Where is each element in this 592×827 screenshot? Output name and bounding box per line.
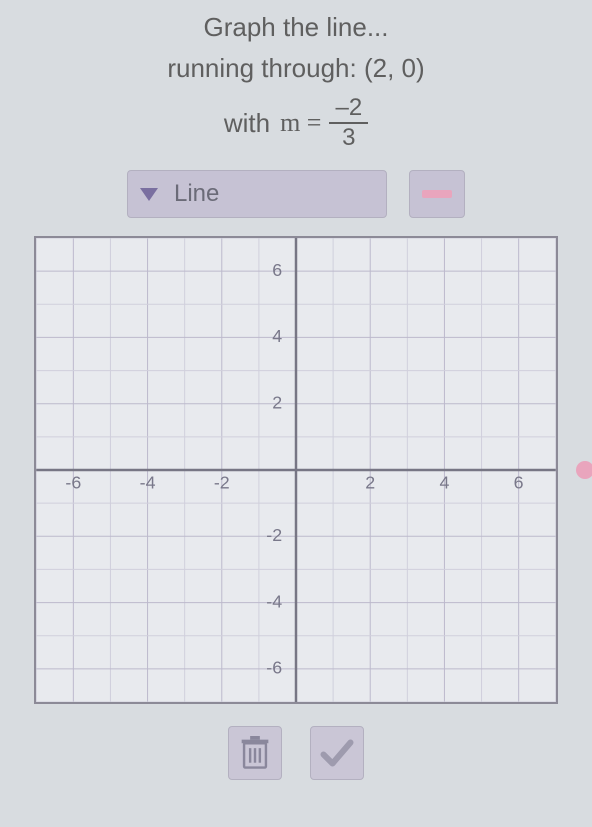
chevron-down-icon	[140, 188, 158, 201]
bottom-actions	[0, 726, 592, 780]
coordinate-grid[interactable]: -6 -4 -2 2 4 6 6 4 2 -2 -4 -6	[34, 236, 558, 704]
svg-text:6: 6	[514, 473, 524, 493]
delete-button[interactable]	[228, 726, 282, 780]
svg-text:-2: -2	[266, 525, 282, 545]
toolbar: Line	[0, 170, 592, 218]
slope-prefix: with	[224, 108, 270, 139]
svg-text:-2: -2	[214, 473, 230, 493]
draggable-point[interactable]	[576, 461, 592, 479]
check-button[interactable]	[310, 726, 364, 780]
svg-text:2: 2	[365, 473, 375, 493]
tool-dropdown[interactable]: Line	[127, 170, 387, 218]
subtitle-prefix: running through:	[167, 53, 356, 83]
svg-text:2: 2	[272, 392, 282, 412]
svg-text:4: 4	[272, 326, 282, 346]
slope-variable: m =	[280, 108, 321, 138]
slope-fraction: –2 3	[329, 96, 368, 150]
tool-label: Line	[174, 180, 219, 208]
trash-icon	[240, 736, 270, 770]
check-icon	[319, 735, 355, 771]
svg-text:-6: -6	[266, 658, 282, 678]
problem-point-line: running through: (2, 0)	[0, 53, 592, 84]
svg-text:-6: -6	[65, 473, 81, 493]
slope-denominator: 3	[336, 124, 361, 150]
graph-area: -6 -4 -2 2 4 6 6 4 2 -2 -4 -6	[0, 236, 592, 704]
svg-text:6: 6	[272, 260, 282, 280]
problem-title: Graph the line...	[0, 12, 592, 43]
slope-numerator: –2	[329, 96, 368, 122]
svg-text:-4: -4	[140, 473, 156, 493]
problem-container: Graph the line... running through: (2, 0…	[0, 0, 592, 780]
svg-text:4: 4	[439, 473, 449, 493]
svg-text:-4: -4	[266, 591, 282, 611]
undo-icon	[422, 190, 452, 198]
slope-row: with m = –2 3	[0, 96, 592, 150]
undo-button[interactable]	[409, 170, 465, 218]
point-value: (2, 0)	[364, 53, 425, 83]
